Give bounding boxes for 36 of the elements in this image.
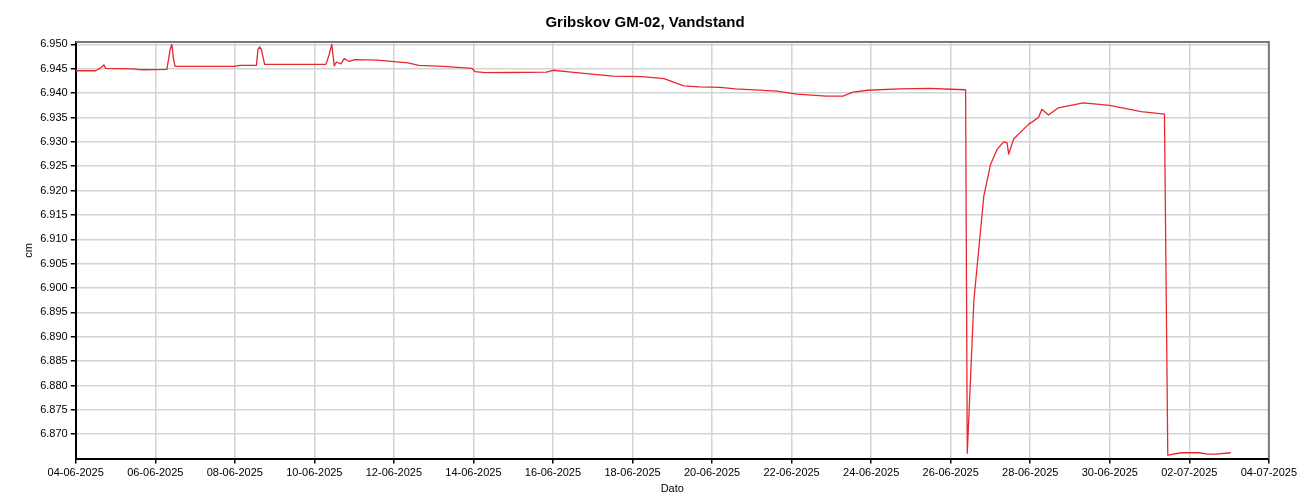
y-tick-label: 6.920 bbox=[40, 183, 68, 196]
x-tick-label: 04-07-2025 bbox=[1240, 466, 1298, 479]
y-tick-label: 6.895 bbox=[40, 305, 68, 318]
y-tick-label: 6.880 bbox=[40, 378, 68, 391]
y-tick-label: 6.940 bbox=[40, 86, 68, 99]
y-tick-label: 6.910 bbox=[40, 232, 68, 245]
y-tick-label: 6.885 bbox=[40, 354, 68, 367]
x-tick-label: 12-06-2025 bbox=[365, 466, 423, 479]
x-tick-label: 30-06-2025 bbox=[1081, 466, 1138, 479]
x-tick-label: 02-07-2025 bbox=[1161, 466, 1218, 479]
y-tick-label: 6.915 bbox=[40, 208, 68, 221]
x-tick-label: 22-06-2025 bbox=[763, 466, 820, 479]
y-tick-label: 6.905 bbox=[40, 256, 68, 269]
x-tick-label: 18-06-2025 bbox=[604, 466, 661, 479]
y-tick-label: 6.945 bbox=[40, 61, 68, 74]
chart-title: Gribskov GM-02, Vandstand bbox=[545, 13, 745, 31]
y-tick-label: 6.870 bbox=[40, 427, 68, 440]
x-tick-label: 04-06-2025 bbox=[47, 466, 104, 479]
y-tick-label: 6.930 bbox=[40, 134, 68, 147]
x-tick-label: 16-06-2025 bbox=[524, 466, 582, 479]
x-tick-label: 14-06-2025 bbox=[445, 466, 502, 479]
x-tick-label: 24-06-2025 bbox=[843, 466, 900, 479]
y-tick-label: 6.900 bbox=[40, 281, 68, 294]
x-tick-label: 06-06-2025 bbox=[127, 466, 184, 479]
x-tick-label: 20-06-2025 bbox=[683, 466, 741, 479]
x-tick-label: 08-06-2025 bbox=[206, 466, 263, 479]
y-tick-label: 6.875 bbox=[40, 402, 68, 415]
y-axis-title: cm bbox=[21, 242, 34, 258]
y-tick-label: 6.890 bbox=[40, 329, 68, 342]
y-tick-label: 6.925 bbox=[40, 159, 68, 172]
x-tick-label: 28-06-2025 bbox=[1002, 466, 1059, 479]
y-tick-label: 6.950 bbox=[40, 37, 68, 50]
x-tick-label: 26-06-2025 bbox=[922, 466, 979, 479]
x-tick-label: 10-06-2025 bbox=[286, 466, 343, 479]
x-axis-title: Dato bbox=[660, 482, 684, 495]
y-tick-label: 6.935 bbox=[40, 110, 68, 123]
